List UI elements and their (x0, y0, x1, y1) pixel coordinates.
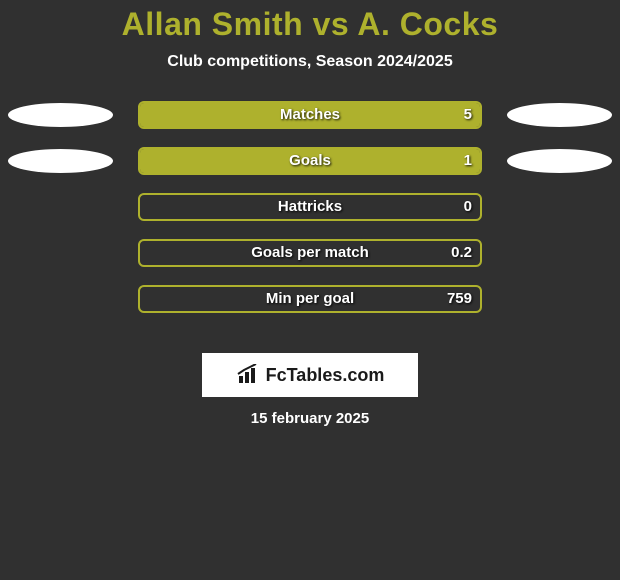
bar-track (138, 147, 482, 175)
stats-area: Matches 5 Goals 1 Hattricks 0 (0, 101, 620, 313)
page-title: Allan Smith vs A. Cocks (0, 0, 620, 43)
player-left-ellipse (8, 103, 113, 127)
stat-row: Hattricks 0 (0, 193, 620, 221)
player-right-ellipse (507, 149, 612, 173)
bar-track (138, 239, 482, 267)
bar-track (138, 193, 482, 221)
bar-track (138, 101, 482, 129)
stat-row: Min per goal 759 (0, 285, 620, 313)
player-right-ellipse (507, 103, 612, 127)
barchart-icon (236, 364, 264, 386)
logo-text: FcTables.com (266, 365, 385, 386)
fctables-logo: FcTables.com (202, 353, 418, 397)
logo-inner: FcTables.com (236, 364, 385, 386)
stat-row: Goals per match 0.2 (0, 239, 620, 267)
page-subtitle: Club competitions, Season 2024/2025 (0, 53, 620, 71)
stat-row: Goals 1 (0, 147, 620, 175)
page-root: Allan Smith vs A. Cocks Club competition… (0, 0, 620, 580)
bar-fill-left (140, 103, 480, 127)
footer-date: 15 february 2025 (0, 410, 620, 427)
stat-row: Matches 5 (0, 101, 620, 129)
player-left-ellipse (8, 149, 113, 173)
bar-fill-left (140, 149, 480, 173)
bar-track (138, 285, 482, 313)
